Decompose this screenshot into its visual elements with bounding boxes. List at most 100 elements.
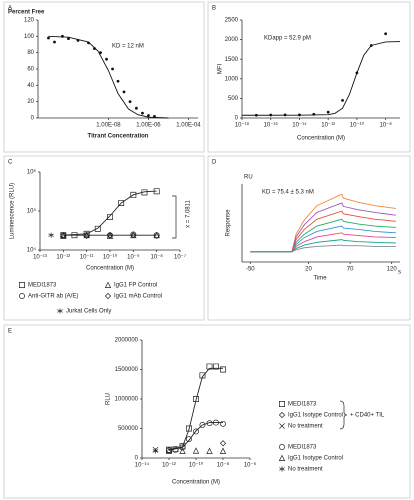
x-tick-label: 10⁻¹² [56,255,70,261]
y-tick-label: 500 [228,96,239,102]
legend-marker [19,282,25,288]
annotation: KDapp = 52.9 pM [264,36,311,42]
x-tick-label: 10⁻¹⁴ [292,122,307,129]
data-point [130,191,137,198]
x-tick-label: 10⁻¹² [162,463,176,469]
legend-label: No treatment [288,424,323,430]
panel-frame [3,155,205,321]
legend-marker [279,444,285,450]
data-point [99,51,102,55]
data-point [193,428,199,435]
data-point [153,188,160,195]
x-tick-label: 10⁻⁸ [150,254,163,261]
x-axis-label: Concentration (M) [86,266,134,272]
y-tick-label: 0 [235,116,239,122]
panel-frame [207,1,411,153]
legend-label: No treatment [288,467,323,473]
panel-letter: E [8,329,12,335]
y-tick-label: 1500 [225,57,239,63]
x-tick-label: 10⁻¹⁴ [135,462,150,469]
y-tick-label: 10⁵ [27,208,37,215]
legend-label: IgG1 Isotype Control [288,456,343,462]
x-axis-label: Titrant Concentration [88,134,149,140]
group-label: + CD40+ TIL [350,413,385,419]
legend-label: MEDI1873 [288,445,317,451]
x-axis-label: Concentration (M) [172,480,220,486]
curve [250,232,396,253]
curve [48,35,169,119]
panel-letter: A [8,6,12,12]
y-tick-label: 0 [31,116,35,122]
legend-marker [19,293,25,299]
curve [168,367,223,451]
y-tick-label: 120 [24,18,35,24]
x-tick-label: 10⁻¹⁰ [189,462,204,469]
data-point [60,232,67,239]
curve [250,218,396,253]
x-tick-label: 10⁻¹¹ [80,255,94,261]
panel-letter: C [8,160,13,166]
x-tick-label: 10⁻⁸ [217,462,230,469]
data-point [53,40,56,44]
data-point [60,232,67,239]
panel-letter: B [212,6,216,12]
x-tick-label: 10⁻¹⁸ [235,122,250,129]
x-tick-label: 10⁻⁶ [244,462,257,469]
curve [250,202,396,253]
y-axis-label: Percent Free [8,10,45,16]
data-point [135,106,138,110]
x-axis-label: Concentration (M) [297,136,345,142]
curve [250,193,396,253]
data-point [179,447,186,454]
x-tick-label: 1.00E-08 [96,123,121,129]
curve [250,239,396,253]
legend-marker [57,308,63,314]
y-axis-label: RLU [106,393,112,405]
data-point [185,436,192,443]
legend-marker [279,401,285,407]
legend-label: Anti-GITR ab (A/E) [28,294,78,300]
data-point [71,232,78,239]
data-point [48,232,54,238]
legend-label: IgG1 FP Control [114,283,157,289]
panel-letter: D [212,160,217,166]
y-tick-label: 20 [27,99,34,105]
legend-marker [104,281,112,288]
y-tick-label: 2000000 [115,338,139,344]
curve [63,190,157,236]
y-tick-label: 2000 [225,37,239,43]
x-tick-label: 20 [305,267,312,273]
curve [168,422,223,451]
data-point [212,363,219,370]
curve [250,210,396,253]
data-point [130,232,137,239]
x-tick-label: 10⁻¹⁶ [264,122,279,129]
curve [250,225,396,253]
legend-marker [279,466,285,472]
legend-label: MEDI1873 [288,402,317,408]
y-axis-label: Luminescence (RLU) [10,183,16,239]
legend-marker [278,411,286,419]
data-point [384,32,388,36]
curve [250,244,396,253]
data-point [106,232,114,239]
data-point [67,37,70,41]
x-tick-label: 120 [387,267,398,273]
data-point [128,100,132,104]
data-point [106,232,114,239]
x-tick-label: 1.00E-04 [176,123,201,129]
y-unit: RU [244,175,253,181]
group-brace [339,400,348,430]
y-axis-label: MFI [218,64,224,75]
data-point [199,422,206,428]
data-point [118,200,125,206]
data-point [341,98,344,102]
x-unit: s [398,270,401,276]
curve [241,41,401,116]
data-point [111,67,114,71]
x-tick-label: 10⁻¹⁰ [350,122,365,129]
data-point [219,447,227,454]
data-point [47,36,50,40]
x-tick-label: 10⁻¹⁰ [103,254,118,261]
